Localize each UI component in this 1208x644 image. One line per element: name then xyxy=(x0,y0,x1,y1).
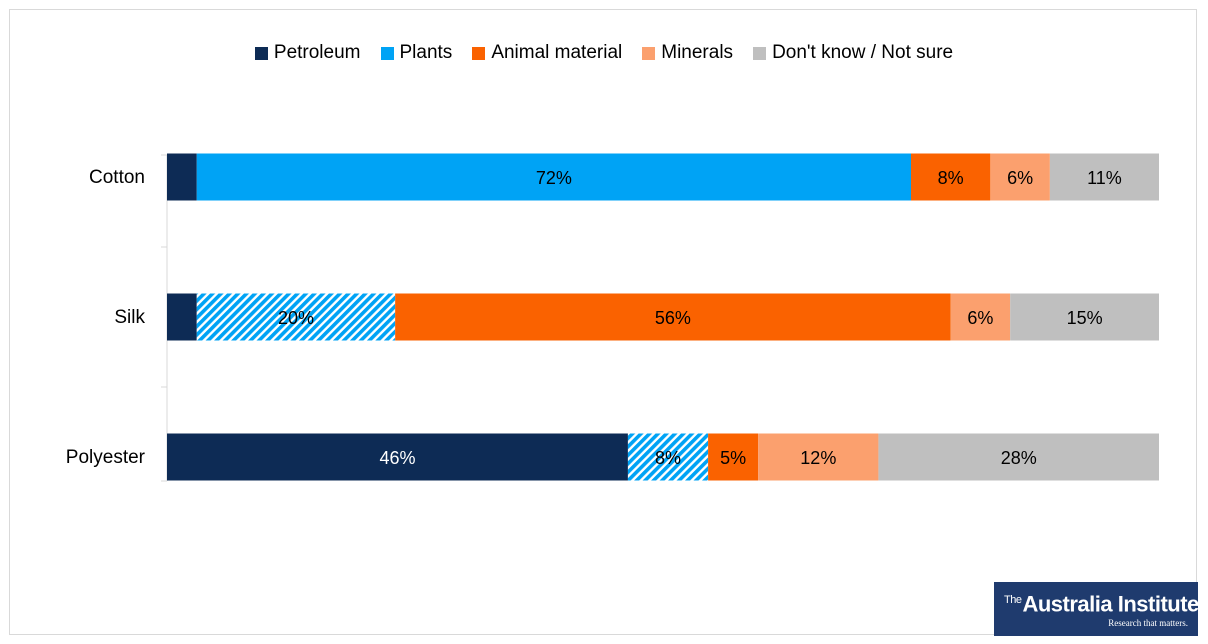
data-label: 28% xyxy=(1001,448,1037,468)
legend: Petroleum Plants Animal material Minerals Do… xyxy=(10,42,1198,64)
bar-segment-silk-0 xyxy=(167,293,197,341)
legend-item-4: Don't know / Not sure xyxy=(753,42,953,64)
category-label-polyester: Polyester xyxy=(66,447,146,468)
legend-label: Don't know / Not sure xyxy=(772,42,954,63)
legend-label: Animal material xyxy=(491,42,623,63)
data-label: 8% xyxy=(655,448,681,468)
data-label: 46% xyxy=(379,448,415,468)
chart-frame: Petroleum Plants Animal material Minerals Do… xyxy=(9,9,1199,636)
legend-item-0: Petroleum xyxy=(254,42,361,64)
legend-swatch xyxy=(472,46,486,60)
bar-segment-polyester-1 xyxy=(627,433,709,481)
bar-segment-cotton-3 xyxy=(990,153,1050,201)
category-label-cotton: Cotton xyxy=(89,167,145,188)
bar-segment-silk-1 xyxy=(196,293,396,341)
bar-segment-cotton-4 xyxy=(1049,153,1159,201)
bar-segment-silk-4 xyxy=(1010,293,1159,341)
legend-item-2: Animal material xyxy=(472,42,622,64)
bar-segment-cotton-2 xyxy=(911,153,991,201)
legend-label: Plants xyxy=(399,42,453,63)
logo-wordmark: TheAustralia Institute xyxy=(1004,588,1199,616)
bar-segment-polyester-2 xyxy=(708,433,759,481)
bar-segment-silk-3 xyxy=(950,293,1011,341)
bar-segment-polyester-0 xyxy=(167,433,628,481)
logo-the: The xyxy=(1004,594,1022,606)
legend-swatch xyxy=(753,46,767,60)
data-label: 6% xyxy=(967,308,993,328)
bars: 72% 8% 6% 11% 20% 56% 6% 15% 46% 8% 5% 12% 28% xyxy=(167,153,1159,481)
bar-segment-polyester-3 xyxy=(758,433,879,481)
stacked-bar-chart: 72% 8% 6% 11% 20% 56% 6% 15% 46% 8% 5% 12% 28% Cotto… xyxy=(66,153,1159,482)
data-label: 5% xyxy=(720,448,746,468)
data-label: 8% xyxy=(938,168,964,188)
legend-label: Petroleum xyxy=(273,42,361,63)
legend-item-1: Plants xyxy=(380,42,453,64)
legend-swatch xyxy=(642,46,656,60)
data-label: 56% xyxy=(655,308,691,328)
legend-swatch xyxy=(254,46,268,60)
legend-item-3: Minerals xyxy=(642,42,733,64)
data-label: 6% xyxy=(1007,168,1033,188)
legend-label: Minerals xyxy=(661,42,734,63)
data-label: 15% xyxy=(1067,308,1103,328)
data-label: 12% xyxy=(800,448,836,468)
category-label-silk: Silk xyxy=(114,307,145,328)
australia-institute-logo: TheAustralia Institute Research that mat… xyxy=(994,582,1199,636)
data-label: 72% xyxy=(536,168,572,188)
bar-segment-silk-2 xyxy=(395,293,951,341)
data-label: 20% xyxy=(278,308,314,328)
bar-segment-cotton-0 xyxy=(167,153,197,201)
logo-name: Australia Institute xyxy=(1022,591,1199,617)
bar-segment-polyester-4 xyxy=(878,433,1159,481)
bar-segment-cotton-1 xyxy=(196,153,911,201)
data-label: 11% xyxy=(1087,168,1122,188)
category-labels: Cotton Silk Polyester xyxy=(66,167,146,468)
category-axis xyxy=(161,154,168,482)
logo-tagline: Research that matters. xyxy=(1108,618,1188,629)
legend-swatch xyxy=(380,46,394,60)
